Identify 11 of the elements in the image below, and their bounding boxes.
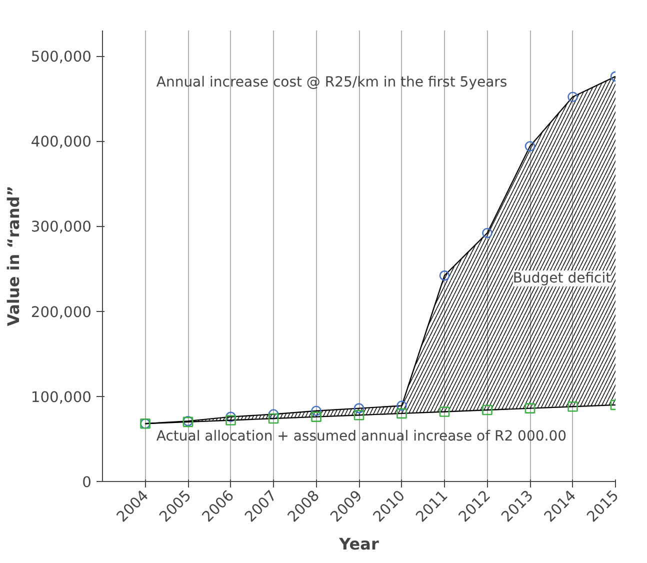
x-axis-title: Year — [338, 534, 379, 554]
y-axis-title: Value in “rand” — [4, 186, 23, 326]
y-tick-label: 300,000 — [30, 218, 92, 236]
y-tick-label: 200,000 — [30, 304, 92, 321]
y-tick-label: 400,000 — [30, 134, 92, 151]
y-tick-label: 0 — [82, 474, 92, 491]
y-tick-label: 100,000 — [30, 388, 92, 406]
annotation: Budget deficit — [512, 270, 612, 287]
annotation: Actual allocation + assumed annual increase of R2 000.00 — [156, 428, 567, 444]
annotation: Annual increase cost @ R25/km in the first 5years — [156, 74, 508, 90]
y-tick-label: 500,000 — [30, 48, 92, 66]
